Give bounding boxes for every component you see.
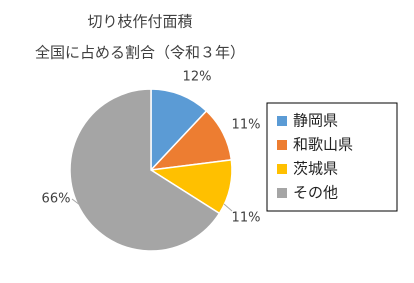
data-label: 66% — [42, 192, 71, 207]
chart-subtitle: 全国に占める割合（令和３年） — [35, 44, 245, 62]
legend-label: その他 — [293, 184, 338, 202]
leader-line — [71, 198, 81, 206]
legend-box — [266, 102, 398, 212]
pie-slice — [69, 88, 221, 252]
chart-title: 切り枝作付面積 — [87, 13, 192, 31]
legend-swatch — [277, 140, 287, 150]
legend-swatch — [277, 188, 287, 198]
pie-slice — [150, 88, 208, 172]
legend-label: 静岡県 — [293, 112, 338, 130]
data-label: 12% — [183, 70, 212, 85]
data-label: 11% — [232, 211, 261, 226]
legend-swatch — [277, 164, 287, 174]
legend-label: 茨城県 — [293, 160, 338, 178]
leader-line — [223, 203, 233, 212]
legend-label: 和歌山県 — [293, 136, 353, 154]
data-label: 11% — [232, 118, 261, 133]
legend-swatch — [277, 116, 287, 126]
